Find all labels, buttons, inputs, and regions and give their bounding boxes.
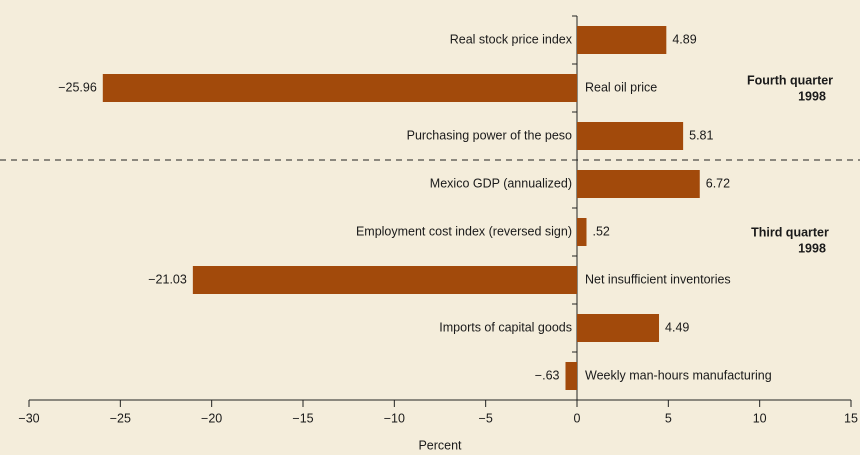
category-label: Real stock price index [450,32,573,46]
group-label: Third quarter [751,225,829,239]
bar [577,218,587,246]
x-tick-label: 15 [844,411,858,425]
group-label: 1998 [798,241,826,255]
x-tick-label: −20 [201,411,222,425]
bar [577,122,684,150]
value-label: 4.49 [665,320,689,334]
bar [102,74,577,102]
bar [565,362,577,390]
category-label: Mexico GDP (annualized) [430,176,572,190]
bar [577,26,667,54]
category-label: Imports of capital goods [439,320,572,334]
bar [577,314,660,342]
x-tick-label: 0 [574,411,581,425]
value-label: 6.72 [706,176,730,190]
value-label: −25.96 [58,80,97,94]
category-label: Real oil price [585,80,657,94]
x-tick-label: 10 [753,411,767,425]
group-label: 1998 [798,89,826,103]
bar [577,170,700,198]
group-label: Fourth quarter [747,73,833,87]
x-axis-label: Percent [418,438,462,452]
value-label: .52 [592,224,609,238]
x-tick-label: −5 [479,411,493,425]
value-label: 4.89 [672,32,696,46]
category-label: Weekly man-hours manufacturing [585,368,772,382]
x-tick-label: −10 [384,411,405,425]
x-tick-label: −25 [110,411,131,425]
category-label: Employment cost index (reversed sign) [356,224,572,238]
category-label: Purchasing power of the peso [407,128,572,142]
value-label: 5.81 [689,128,713,142]
value-label: −.63 [535,368,560,382]
x-tick-label: −15 [292,411,313,425]
x-tick-label: −30 [18,411,39,425]
value-label: −21.03 [148,272,187,286]
bar [192,266,578,294]
category-label: Net insufficient inventories [585,272,731,286]
x-tick-label: 5 [665,411,672,425]
